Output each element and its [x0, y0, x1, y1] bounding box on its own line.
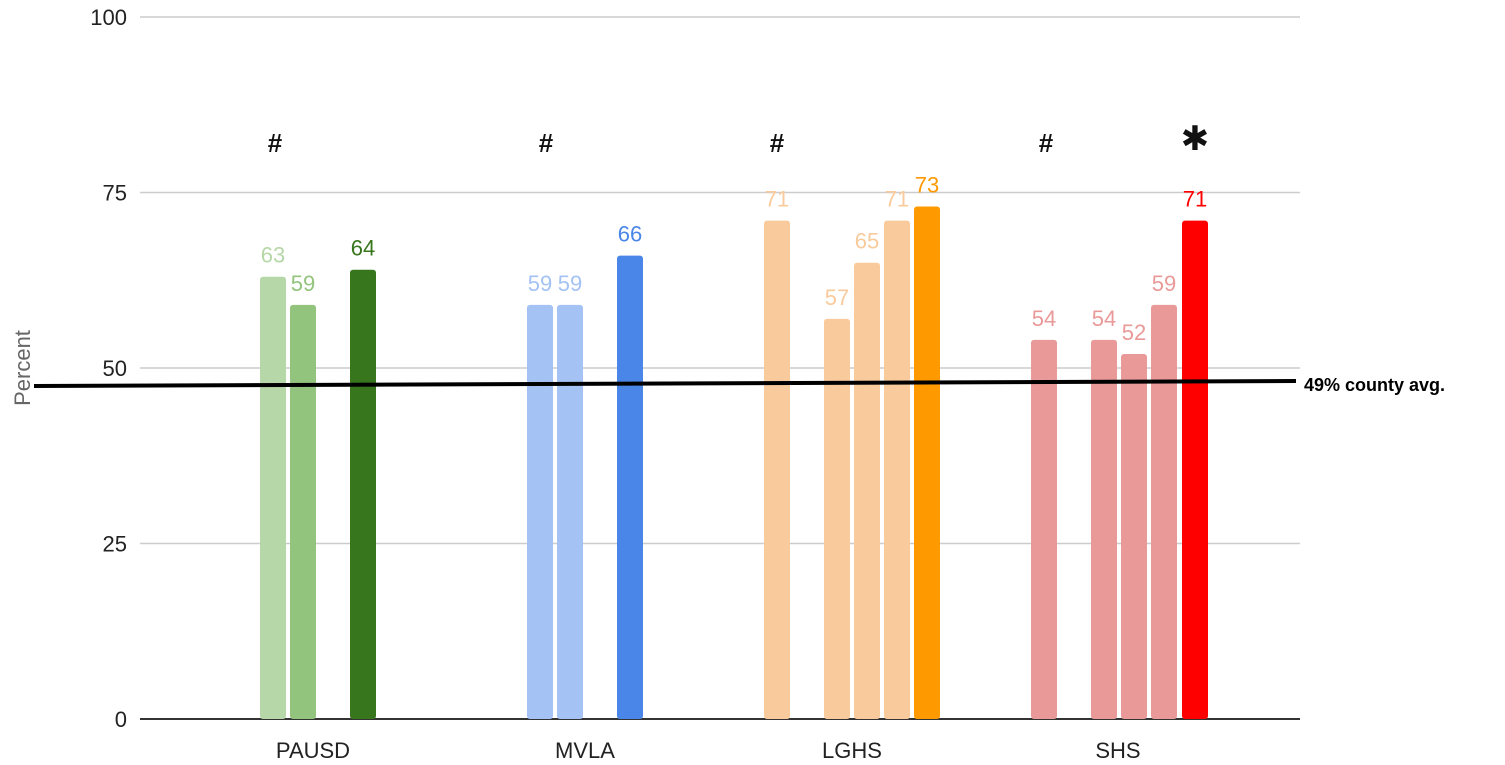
data-label: 71	[765, 187, 789, 212]
x-tick-label: PAUSD	[276, 738, 350, 763]
reference-line-label: 49% county avg.	[1304, 375, 1445, 395]
y-tick-label: 50	[103, 356, 127, 381]
bar	[764, 220, 790, 719]
bar	[260, 276, 286, 719]
y-tick-label: 0	[115, 707, 127, 732]
data-label: 63	[261, 243, 285, 268]
y-axis-title: Percent	[10, 330, 35, 406]
bar	[557, 304, 583, 719]
bar	[617, 255, 643, 719]
hash-marker: #	[770, 128, 785, 158]
data-label: 54	[1032, 306, 1056, 331]
data-label: 52	[1122, 320, 1146, 345]
hash-marker: #	[268, 128, 283, 158]
data-label: 59	[528, 271, 552, 296]
bar	[914, 206, 940, 720]
x-tick-label: MVLA	[555, 738, 615, 763]
data-label: 59	[558, 271, 582, 296]
data-label: 59	[291, 271, 315, 296]
bar	[854, 262, 880, 719]
hash-marker: #	[539, 128, 554, 158]
y-tick-label: 75	[103, 181, 127, 206]
data-label: 66	[618, 222, 642, 247]
y-tick-label: 25	[103, 532, 127, 557]
x-tick-label: LGHS	[822, 738, 882, 763]
bar	[527, 304, 553, 719]
data-label: 57	[825, 285, 849, 310]
bar	[884, 220, 910, 719]
bar	[350, 269, 376, 719]
bar	[1151, 304, 1177, 719]
data-label: 73	[915, 173, 939, 198]
hash-marker: #	[1039, 128, 1054, 158]
reference-line-group: 49% county avg.	[33, 375, 1445, 395]
y-tick-label: 100	[90, 5, 127, 30]
x-tick-label: SHS	[1095, 738, 1140, 763]
bars	[260, 206, 1208, 720]
reference-line	[33, 379, 1297, 388]
data-label: 59	[1152, 271, 1176, 296]
data-label: 71	[885, 187, 909, 212]
asterisk-marker: ✱	[1181, 119, 1210, 159]
data-label: 65	[855, 229, 879, 254]
data-label: 54	[1092, 306, 1116, 331]
bar	[1121, 353, 1147, 719]
bar	[1031, 339, 1057, 719]
bar	[1182, 220, 1208, 719]
bar	[1091, 339, 1117, 719]
data-label: 71	[1183, 187, 1207, 212]
data-label: 64	[351, 236, 375, 261]
bar	[824, 318, 850, 719]
bar	[290, 304, 316, 719]
